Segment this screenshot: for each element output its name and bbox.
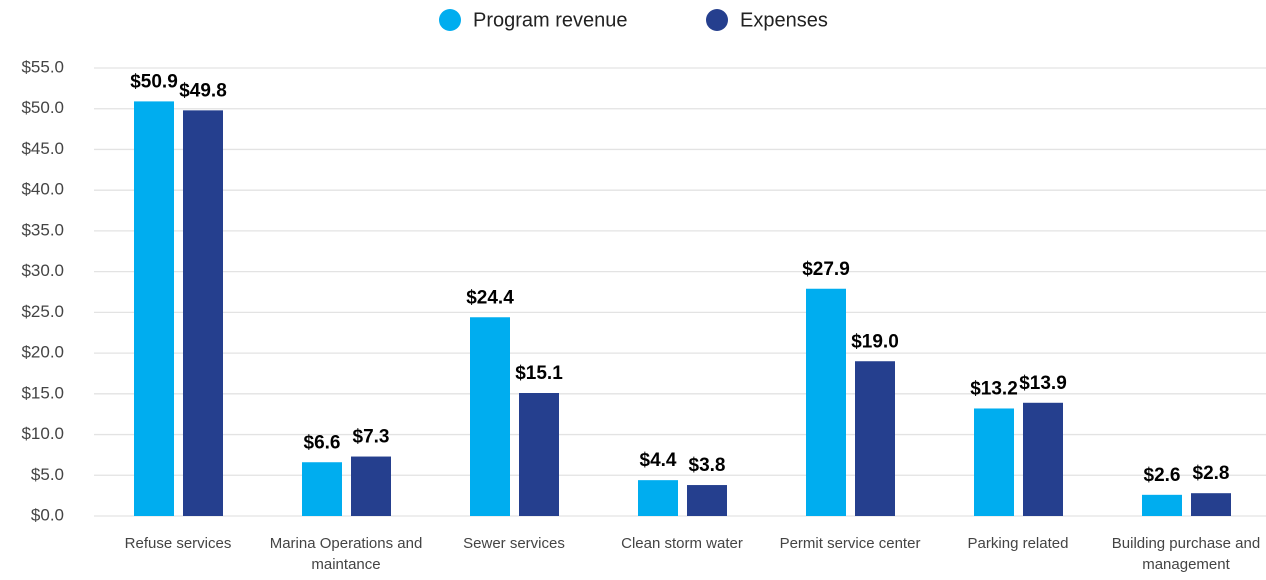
data-label: $24.4: [466, 287, 514, 308]
data-label: $19.0: [851, 331, 899, 352]
data-label: $49.8: [179, 80, 227, 101]
y-tick-label: $15.0: [21, 383, 64, 402]
data-label: $3.8: [689, 455, 726, 476]
y-tick-label: $0.0: [31, 505, 64, 524]
data-label: $2.6: [1144, 465, 1181, 486]
bar: [806, 288, 846, 516]
data-label: $27.9: [802, 259, 850, 280]
bar: [687, 485, 727, 516]
bar: [519, 393, 559, 516]
bar: [1191, 493, 1231, 516]
x-tick-label: Refuse services: [124, 535, 232, 552]
legend-label: Program revenue: [473, 9, 628, 31]
data-label: $15.1: [515, 363, 563, 384]
legend-marker: [439, 9, 461, 31]
y-tick-label: $55.0: [21, 57, 64, 76]
bar: [470, 317, 510, 516]
bar: [183, 110, 223, 517]
x-tick-label: Clean storm water: [621, 535, 743, 552]
y-tick-label: $5.0: [31, 465, 64, 484]
data-label: $13.2: [970, 378, 1018, 399]
data-label: $7.3: [353, 427, 390, 448]
bar: [351, 456, 391, 516]
data-label: $2.8: [1193, 463, 1230, 484]
data-label: $6.6: [304, 432, 341, 453]
y-tick-label: $45.0: [21, 139, 64, 158]
bar: [302, 462, 342, 516]
x-tick-label: Marina Operations and maintance: [269, 535, 423, 573]
bar: [855, 361, 895, 516]
legend-label: Expenses: [740, 9, 828, 31]
bar: [134, 101, 174, 516]
y-tick-label: $35.0: [21, 220, 64, 239]
x-tick-label: Sewer services: [463, 535, 565, 552]
x-tick-label: Building purchase and management: [1111, 535, 1261, 573]
y-tick-label: $25.0: [21, 302, 64, 321]
y-tick-label: $40.0: [21, 180, 64, 199]
y-tick-label: $20.0: [21, 343, 64, 362]
data-label: $4.4: [640, 450, 677, 471]
y-tick-label: $50.0: [21, 98, 64, 117]
y-tick-label: $30.0: [21, 261, 64, 280]
bar: [1023, 402, 1063, 516]
x-tick-label: Parking related: [967, 535, 1069, 552]
x-tick-label: Permit service center: [779, 535, 921, 552]
y-tick-label: $10.0: [21, 424, 64, 443]
data-label: $50.9: [130, 71, 178, 92]
bar: [638, 480, 678, 516]
legend-marker: [706, 9, 728, 31]
bar: [1142, 494, 1182, 516]
data-label: $13.9: [1019, 373, 1067, 394]
bar: [974, 408, 1014, 516]
